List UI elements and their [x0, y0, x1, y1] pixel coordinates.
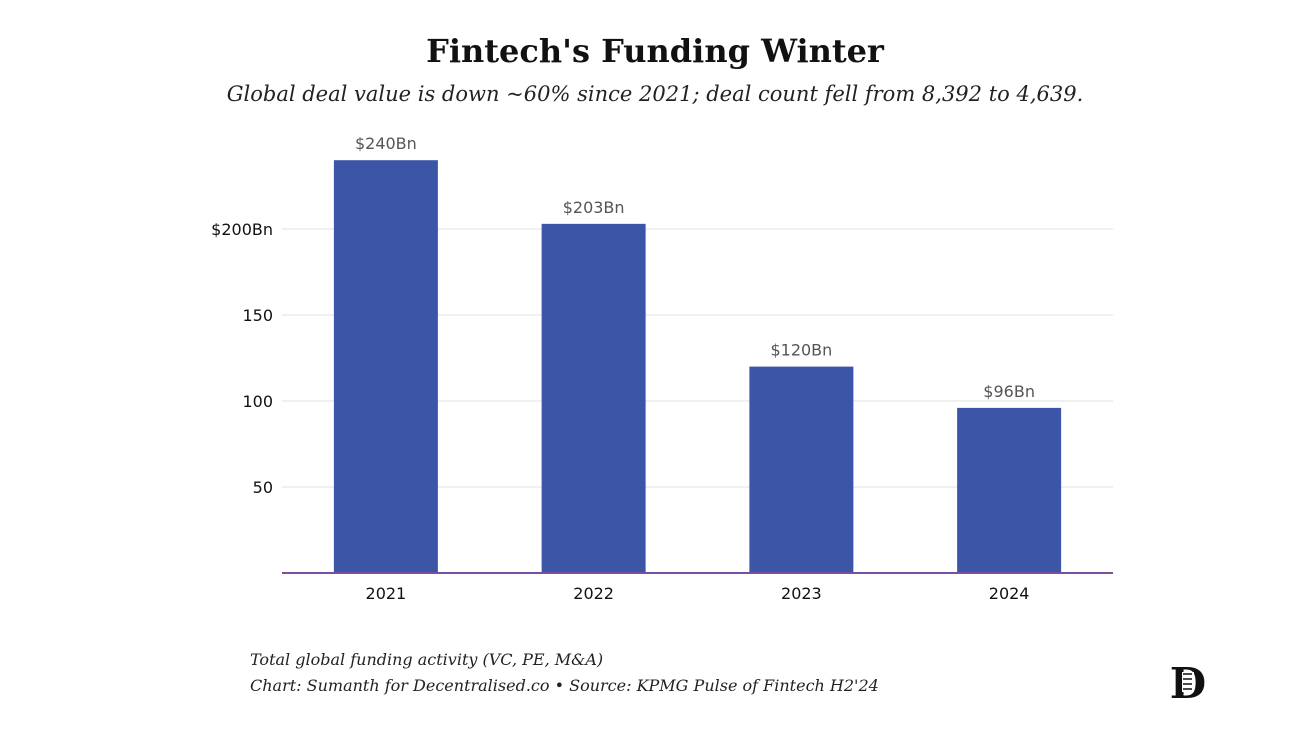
data-label: $120Bn — [770, 341, 832, 360]
y-tick-label: $200Bn — [211, 220, 273, 239]
bar — [957, 407, 1062, 573]
data-label: $96Bn — [983, 382, 1035, 401]
chart-title: Fintech's Funding Winter — [426, 32, 884, 70]
chart-subtitle: Global deal value is down ~60% since 202… — [226, 82, 1084, 106]
y-tick-label: 150 — [242, 306, 273, 325]
decentralised-logo-icon: D — [1170, 660, 1206, 704]
x-tick-label: 2021 — [366, 584, 407, 603]
bar — [749, 366, 854, 573]
x-tick-label: 2023 — [781, 584, 822, 603]
data-label: $203Bn — [563, 198, 625, 217]
bar — [541, 223, 646, 573]
x-tick-label: 2022 — [573, 584, 614, 603]
source-credit: Chart: Sumanth for Decentralised.co • So… — [250, 676, 879, 695]
y-tick-label: 50 — [253, 478, 273, 497]
data-label: $240Bn — [355, 134, 417, 153]
y-tick-label: 100 — [242, 392, 273, 411]
x-tick-label: 2024 — [989, 584, 1030, 603]
footnote: Total global funding activity (VC, PE, M… — [250, 650, 604, 669]
bar — [333, 160, 438, 573]
